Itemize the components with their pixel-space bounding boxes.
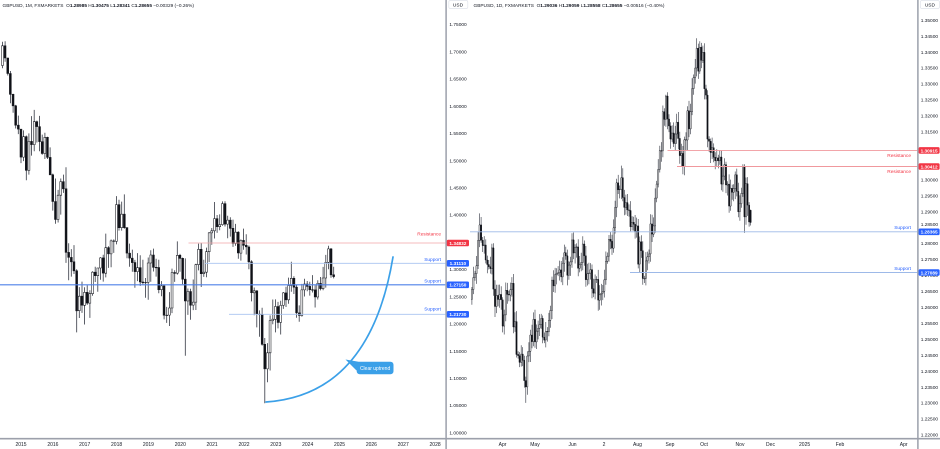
svg-text:1.21730: 1.21730 [449, 312, 466, 317]
svg-text:1.35000: 1.35000 [921, 18, 939, 24]
svg-text:Dec: Dec [766, 442, 775, 448]
svg-text:2023: 2023 [270, 442, 281, 448]
svg-text:Support: Support [424, 307, 441, 313]
svg-text:1.31110: 1.31110 [450, 261, 467, 266]
svg-text:1.60000: 1.60000 [449, 104, 467, 110]
svg-text:2027: 2027 [398, 442, 409, 448]
svg-text:USD: USD [453, 3, 464, 9]
svg-text:1.27500: 1.27500 [921, 257, 939, 263]
svg-text:2: 2 [603, 442, 606, 448]
svg-text:2025: 2025 [799, 442, 810, 448]
svg-text:1.30000: 1.30000 [921, 177, 939, 183]
svg-text:1.55000: 1.55000 [449, 131, 467, 137]
svg-text:Support: Support [424, 257, 441, 263]
svg-text:Apr: Apr [499, 442, 507, 448]
svg-text:1.45000: 1.45000 [449, 186, 467, 192]
svg-text:Nov: Nov [736, 442, 745, 448]
svg-text:2016: 2016 [47, 442, 58, 448]
svg-text:1.30000: 1.30000 [449, 267, 467, 273]
svg-text:1.65000: 1.65000 [449, 77, 467, 83]
svg-text:1.29500: 1.29500 [921, 193, 939, 199]
svg-text:1.00000: 1.00000 [449, 430, 467, 436]
svg-text:GBPUSD, 1M, FXMARKETS O1.2898: GBPUSD, 1M, FXMARKETS O1.28985 H1.30475 … [3, 3, 195, 9]
svg-text:1.10000: 1.10000 [449, 376, 467, 382]
svg-text:Support: Support [894, 266, 911, 272]
svg-text:1.23500: 1.23500 [921, 385, 939, 391]
svg-text:1.32500: 1.32500 [921, 98, 939, 104]
svg-text:1.27089: 1.27089 [921, 270, 938, 275]
svg-text:Aug: Aug [633, 442, 642, 448]
svg-text:1.30915: 1.30915 [921, 148, 938, 153]
svg-text:1.26500: 1.26500 [921, 289, 939, 295]
svg-text:1.25000: 1.25000 [921, 337, 939, 343]
svg-text:1.34832: 1.34832 [449, 241, 466, 246]
svg-text:1.70000: 1.70000 [449, 49, 467, 55]
svg-text:1.15000: 1.15000 [449, 349, 467, 355]
svg-text:1.27150: 1.27150 [449, 283, 466, 288]
svg-text:1.26000: 1.26000 [921, 305, 939, 311]
svg-text:1.34000: 1.34000 [921, 50, 939, 56]
svg-text:USD: USD [925, 3, 936, 9]
svg-text:Clear uptrend: Clear uptrend [360, 366, 391, 372]
svg-text:2025: 2025 [334, 442, 345, 448]
svg-text:2028: 2028 [430, 442, 441, 448]
svg-text:Jun: Jun [568, 442, 576, 448]
svg-text:1.50000: 1.50000 [449, 158, 467, 164]
svg-text:1.34500: 1.34500 [921, 34, 939, 40]
svg-text:1.40000: 1.40000 [449, 213, 467, 219]
svg-text:1.20000: 1.20000 [449, 322, 467, 328]
svg-text:1.30412: 1.30412 [921, 164, 938, 169]
svg-text:2021: 2021 [207, 442, 218, 448]
svg-text:2022: 2022 [238, 442, 249, 448]
svg-text:2018: 2018 [111, 442, 122, 448]
svg-text:2024: 2024 [302, 442, 313, 448]
svg-text:Support: Support [424, 279, 441, 285]
svg-text:Oct: Oct [700, 442, 708, 448]
svg-text:1.23000: 1.23000 [921, 401, 939, 407]
svg-text:Sep: Sep [666, 442, 675, 448]
svg-text:Resistance: Resistance [887, 153, 911, 159]
svg-text:1.24000: 1.24000 [921, 369, 939, 375]
svg-text:1.28500: 1.28500 [921, 222, 939, 228]
svg-text:1.31500: 1.31500 [921, 130, 939, 136]
svg-text:2015: 2015 [15, 442, 26, 448]
svg-text:1.22500: 1.22500 [921, 417, 939, 423]
svg-text:1.05000: 1.05000 [449, 403, 467, 409]
svg-text:1.25500: 1.25500 [921, 321, 939, 327]
svg-text:Feb: Feb [836, 442, 845, 448]
svg-text:1.32000: 1.32000 [921, 114, 939, 120]
svg-text:2020: 2020 [175, 442, 186, 448]
svg-text:2019: 2019 [143, 442, 154, 448]
svg-text:Support: Support [894, 225, 911, 231]
svg-text:1.24500: 1.24500 [921, 353, 939, 359]
svg-text:1.28365: 1.28365 [921, 230, 938, 235]
svg-text:1.22000: 1.22000 [921, 433, 939, 439]
svg-text:Resistance: Resistance [417, 232, 441, 238]
svg-text:1.33000: 1.33000 [921, 82, 939, 88]
svg-text:Resistance: Resistance [887, 169, 911, 175]
svg-text:May: May [530, 442, 540, 448]
svg-text:GBPUSD, 1D, FXMARKETS O1.2903: GBPUSD, 1D, FXMARKETS O1.29036 H1.29059 … [474, 3, 665, 9]
svg-text:1.27000: 1.27000 [921, 273, 939, 279]
svg-text:2026: 2026 [366, 442, 377, 448]
svg-text:1.25000: 1.25000 [449, 294, 467, 300]
svg-text:2017: 2017 [79, 442, 90, 448]
svg-text:1.33500: 1.33500 [921, 66, 939, 72]
svg-text:1.29000: 1.29000 [921, 209, 939, 215]
svg-text:1.28000: 1.28000 [921, 241, 939, 247]
svg-text:1.75000: 1.75000 [449, 22, 467, 28]
svg-text:Apr: Apr [900, 442, 908, 448]
